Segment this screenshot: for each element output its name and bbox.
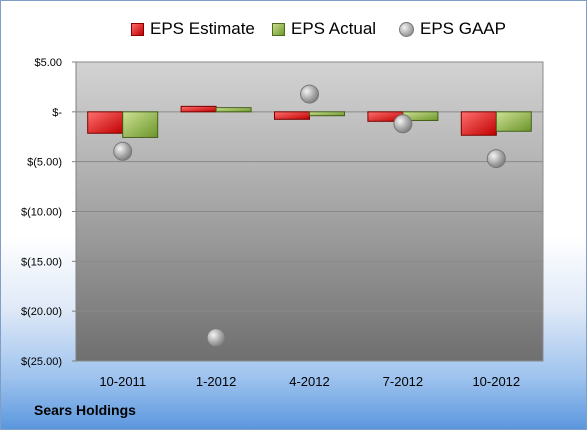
bar-eps-estimate xyxy=(274,111,310,120)
bar-eps-actual xyxy=(122,111,159,138)
legend-label-estimate: EPS Estimate xyxy=(150,19,255,38)
marker-eps-gaap xyxy=(393,114,413,134)
legend-swatch-gaap xyxy=(399,21,414,37)
bar-eps-actual xyxy=(309,111,345,117)
legend-item-eps-estimate: EPS Estimate xyxy=(131,16,255,42)
y-tick-label: $(15.00) xyxy=(21,256,62,268)
bar-eps-estimate xyxy=(180,105,217,113)
bar-eps-actual xyxy=(495,111,532,132)
marker-eps-gaap xyxy=(113,141,133,161)
x-tick-label: 10-2011 xyxy=(99,374,146,389)
bar-eps-estimate xyxy=(87,111,124,134)
legend-swatch-estimate xyxy=(131,22,144,36)
legend-item-eps-gaap: EPS GAAP xyxy=(399,16,506,42)
legend: EPS Estimate EPS Actual EPS GAAP xyxy=(1,16,586,42)
company-label: Sears Holdings xyxy=(34,402,136,418)
y-tick-label: $(10.00) xyxy=(21,207,62,219)
legend-item-eps-actual: EPS Actual xyxy=(272,16,376,42)
y-tick-label: $(25.00) xyxy=(21,356,62,368)
x-tick-label: 1-2012 xyxy=(196,374,236,389)
x-tick-label: 7-2012 xyxy=(383,374,423,389)
marker-eps-gaap xyxy=(300,84,319,104)
legend-label-actual: EPS Actual xyxy=(291,19,377,38)
marker-eps-gaap xyxy=(206,328,226,348)
y-tick-label: $(5.00) xyxy=(27,157,62,169)
y-tick-label: $- xyxy=(52,107,62,119)
legend-swatch-actual xyxy=(272,22,285,36)
y-tick-label: $(20.00) xyxy=(21,306,62,318)
bar-eps-estimate xyxy=(460,111,497,136)
x-tick-label: 4-2012 xyxy=(289,374,329,389)
marker-eps-gaap xyxy=(486,149,506,169)
legend-label-gaap: EPS GAAP xyxy=(420,19,506,38)
y-tick-label: $5.00 xyxy=(34,57,62,69)
x-tick-label: 10-2012 xyxy=(472,374,520,389)
bar-eps-actual xyxy=(215,107,252,113)
